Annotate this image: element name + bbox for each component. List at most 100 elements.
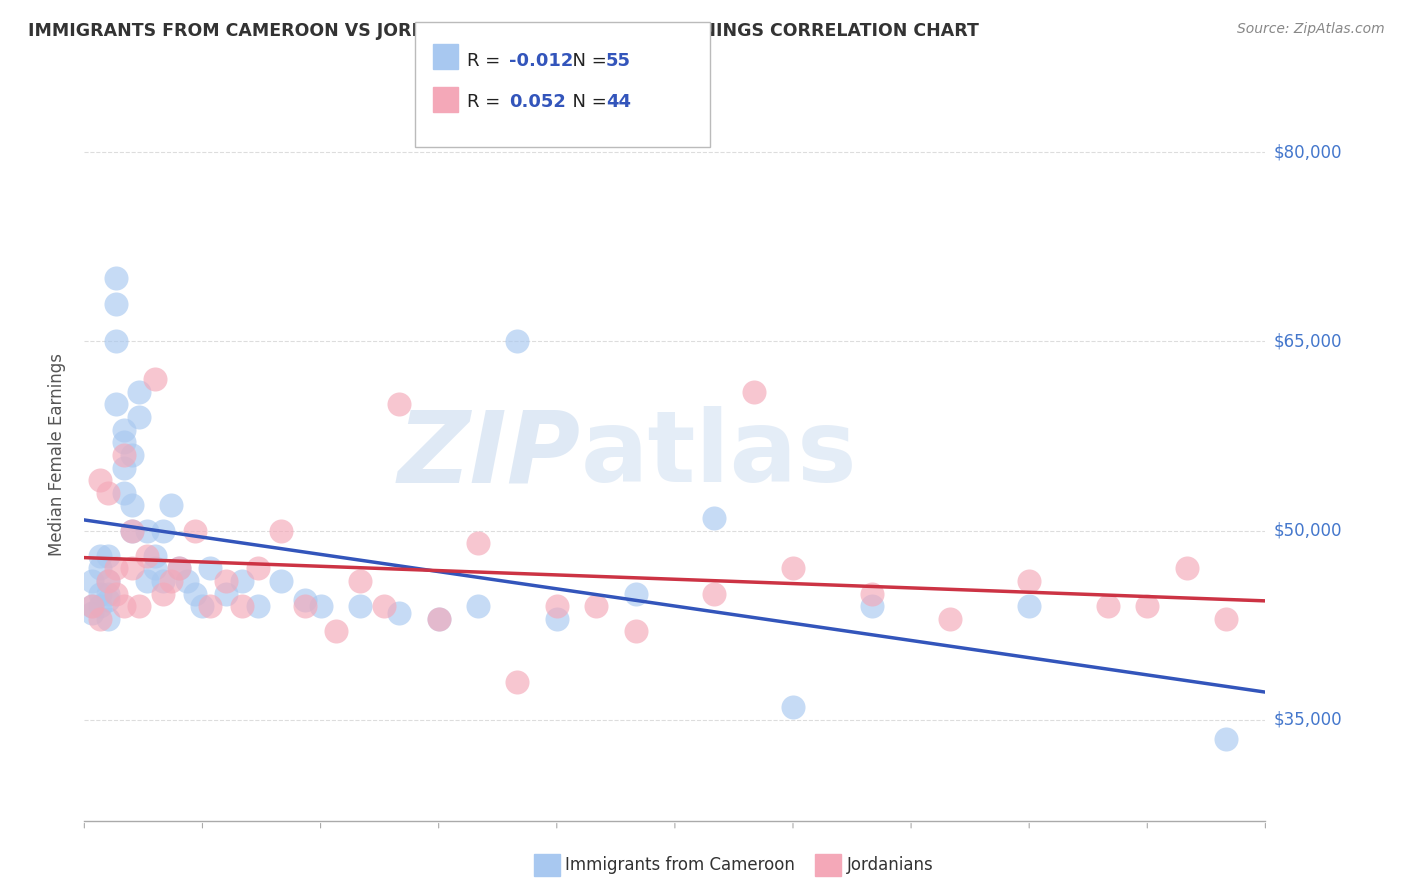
Text: 55: 55 <box>606 52 631 70</box>
Point <box>624 587 647 601</box>
Point <box>104 296 127 310</box>
Point <box>231 574 253 588</box>
Point <box>121 524 143 538</box>
Point <box>373 599 395 614</box>
Text: $80,000: $80,000 <box>1274 144 1341 161</box>
Point <box>167 561 190 575</box>
Text: $65,000: $65,000 <box>1274 333 1341 351</box>
Point <box>427 612 450 626</box>
Text: N =: N = <box>561 93 613 111</box>
Point <box>270 574 292 588</box>
Point <box>136 549 159 563</box>
Point <box>97 574 120 588</box>
Point <box>1215 731 1237 746</box>
Point <box>89 599 111 614</box>
Point <box>860 599 883 614</box>
Point <box>388 606 411 620</box>
Text: atlas: atlas <box>581 407 858 503</box>
Point <box>939 612 962 626</box>
Point <box>325 624 347 639</box>
Point <box>183 524 205 538</box>
Point <box>97 549 120 563</box>
Point <box>128 410 150 425</box>
Point <box>89 549 111 563</box>
Point <box>89 587 111 601</box>
Point <box>112 485 135 500</box>
Point <box>231 599 253 614</box>
Point <box>467 536 489 550</box>
Point <box>97 587 120 601</box>
Point <box>167 561 190 575</box>
Text: -0.012: -0.012 <box>509 52 574 70</box>
Point <box>585 599 607 614</box>
Point <box>294 593 316 607</box>
Point <box>136 524 159 538</box>
Point <box>82 599 104 614</box>
Point <box>742 384 765 399</box>
Point <box>104 334 127 349</box>
Point <box>121 524 143 538</box>
Point <box>427 612 450 626</box>
Point <box>1136 599 1159 614</box>
Point <box>176 574 198 588</box>
Point <box>136 574 159 588</box>
Point <box>89 561 111 575</box>
Point <box>309 599 332 614</box>
Point <box>1018 574 1040 588</box>
Text: Immigrants from Cameroon: Immigrants from Cameroon <box>565 856 794 874</box>
Point <box>112 460 135 475</box>
Point <box>97 574 120 588</box>
Point <box>467 599 489 614</box>
Point <box>506 334 529 349</box>
Point <box>97 593 120 607</box>
Point <box>1018 599 1040 614</box>
Point <box>104 271 127 285</box>
Text: $35,000: $35,000 <box>1274 711 1341 729</box>
Point <box>104 561 127 575</box>
Point <box>546 612 568 626</box>
Point <box>160 574 183 588</box>
Point <box>143 372 166 386</box>
Point <box>143 549 166 563</box>
Point <box>1097 599 1119 614</box>
Point <box>128 384 150 399</box>
Point <box>200 599 222 614</box>
Point <box>294 599 316 614</box>
Point <box>215 574 238 588</box>
Point <box>246 599 269 614</box>
Point <box>97 485 120 500</box>
Point <box>215 587 238 601</box>
Point <box>506 674 529 689</box>
Point <box>782 561 804 575</box>
Point <box>349 599 371 614</box>
Point <box>104 397 127 411</box>
Point <box>89 612 111 626</box>
Point <box>860 587 883 601</box>
Point <box>349 574 371 588</box>
Point <box>703 587 725 601</box>
Point <box>388 397 411 411</box>
Text: R =: R = <box>467 52 506 70</box>
Point <box>112 435 135 450</box>
Point <box>703 511 725 525</box>
Point <box>121 499 143 513</box>
Point <box>89 473 111 487</box>
Point <box>191 599 214 614</box>
Point <box>112 599 135 614</box>
Point <box>546 599 568 614</box>
Point <box>152 524 174 538</box>
Point <box>200 561 222 575</box>
Point <box>112 448 135 462</box>
Text: Jordanians: Jordanians <box>846 856 934 874</box>
Point <box>128 599 150 614</box>
Point <box>112 423 135 437</box>
Point <box>82 599 104 614</box>
Point <box>246 561 269 575</box>
Y-axis label: Median Female Earnings: Median Female Earnings <box>48 353 66 557</box>
Point <box>160 499 183 513</box>
Text: ZIP: ZIP <box>398 407 581 503</box>
Text: IMMIGRANTS FROM CAMEROON VS JORDANIAN MEDIAN FEMALE EARNINGS CORRELATION CHART: IMMIGRANTS FROM CAMEROON VS JORDANIAN ME… <box>28 22 979 40</box>
Text: Source: ZipAtlas.com: Source: ZipAtlas.com <box>1237 22 1385 37</box>
Text: 0.052: 0.052 <box>509 93 565 111</box>
Point <box>121 561 143 575</box>
